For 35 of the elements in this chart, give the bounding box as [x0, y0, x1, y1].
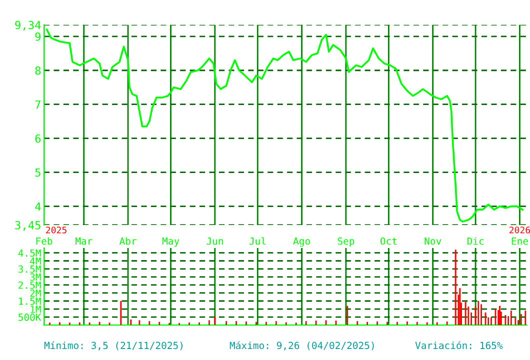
y-tick-label: 2M — [30, 289, 41, 297]
x-tick-label: Nov — [424, 238, 442, 245]
x-tick-label: Ago — [293, 237, 310, 247]
y-tick-label: 3M — [30, 273, 41, 281]
y-tick-label: 1.5M — [18, 298, 41, 305]
y-tick-label: 6 — [35, 134, 40, 143]
y-tick-label: 9,34 — [15, 20, 41, 31]
y-tick-label: 2.5M — [18, 281, 41, 289]
y-tick-label: 3,45 — [15, 221, 40, 231]
y-tick-label: 3.5M — [18, 265, 41, 273]
x-tick-label: Feb — [36, 237, 52, 245]
x-tick-label: Sep — [338, 237, 354, 247]
y-tick-label: 7 — [35, 100, 40, 109]
x-tick-label: Oct — [380, 237, 396, 245]
x-tick-label: May — [162, 238, 180, 247]
y-tick-label: 4M — [30, 258, 41, 265]
y-tick-label: 4 — [35, 202, 41, 211]
line-series — [46, 28, 524, 223]
y-tick-label: 8 — [35, 66, 40, 75]
text: Mínimo: 3,5 (21/11/2025) — [44, 341, 182, 350]
x-tick-label: Dic — [467, 237, 484, 245]
text: Variación: 165% — [415, 341, 503, 350]
y-tick-label: 5 — [35, 168, 40, 177]
y-tick-label: 1M — [30, 306, 41, 313]
y-tick-label: 9 — [35, 32, 40, 41]
x-tick-label: Mar — [76, 238, 92, 245]
x-tick-label: Jun — [206, 238, 223, 245]
x-tick-label: Jul — [249, 237, 266, 245]
text: 2025 — [46, 226, 66, 234]
y-tick-label: 4.5M — [18, 249, 41, 257]
text: 2026 — [510, 226, 530, 234]
text: Máximo: 9,26 (04/02/2025) — [230, 341, 374, 350]
y-tick-label: 500K — [18, 314, 42, 321]
x-tick-label: Abr — [119, 237, 136, 245]
x-tick-label: Ene — [512, 238, 528, 245]
